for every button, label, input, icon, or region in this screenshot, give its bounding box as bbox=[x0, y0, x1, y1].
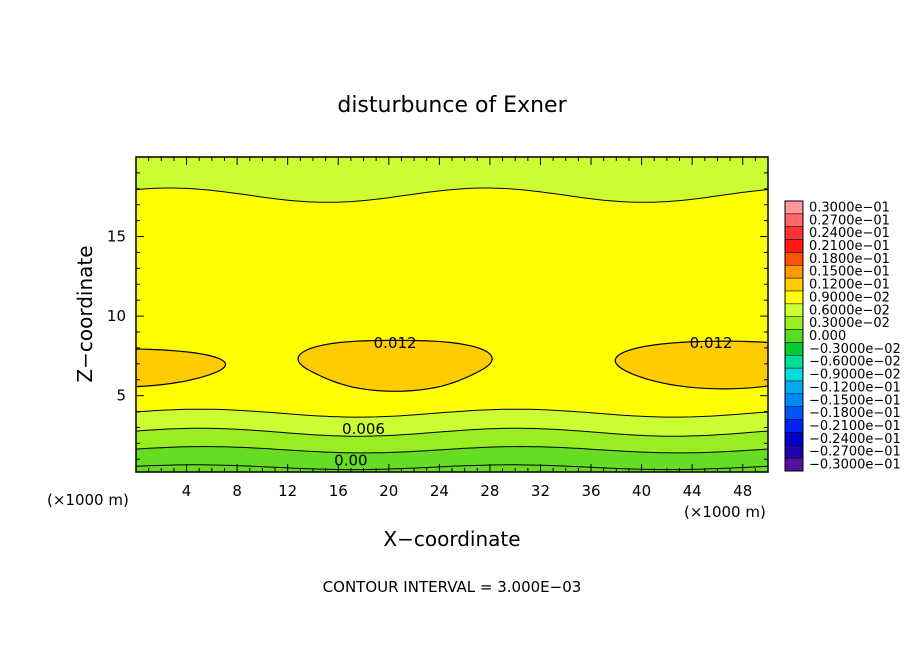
colorbar-label: −0.1500e−01 bbox=[809, 393, 901, 408]
y-tick-label: 5 bbox=[116, 387, 126, 405]
colorbar-label: −0.2100e−01 bbox=[809, 419, 901, 434]
colorbar-swatch bbox=[784, 226, 804, 240]
colorbar-label: 0.000 bbox=[809, 329, 846, 344]
colorbar-swatch bbox=[784, 213, 804, 227]
colorbar-swatch bbox=[784, 239, 804, 253]
colorbar-label: −0.2700e−01 bbox=[809, 445, 901, 460]
x-tick-label: 32 bbox=[531, 482, 550, 500]
x-unit-right: (×1000 m) bbox=[684, 503, 766, 521]
contour-line-2 bbox=[136, 427, 768, 437]
colorbar-label: 0.9000e−02 bbox=[809, 290, 890, 305]
colorbar-swatch bbox=[784, 200, 804, 215]
colorbar-swatch bbox=[784, 355, 804, 369]
x-tick-label: 16 bbox=[329, 482, 348, 500]
colorbar-label: 0.1200e−01 bbox=[809, 278, 890, 293]
colorbar-swatch bbox=[784, 277, 804, 292]
colorbar-label: 0.1500e−01 bbox=[809, 265, 890, 280]
x-tick-label: 48 bbox=[733, 482, 752, 500]
chart-title: disturbunce of Exner bbox=[337, 93, 567, 118]
y-tick-label: 15 bbox=[107, 228, 126, 246]
colorbar-label: 0.6000e−02 bbox=[809, 303, 890, 318]
colorbar-swatch bbox=[784, 342, 804, 356]
colorbar-label: −0.1200e−01 bbox=[809, 380, 901, 395]
band-high bbox=[136, 188, 768, 418]
contour-interval-footer: CONTOUR INTERVAL = 3.000E−03 bbox=[323, 578, 582, 596]
x-tick-label: 28 bbox=[480, 482, 499, 500]
colorbar-swatch bbox=[784, 329, 804, 343]
y-axis: 5 10 15 bbox=[107, 172, 768, 460]
contour-label: 0.012 bbox=[374, 334, 417, 352]
colorbar-label: −0.2400e−01 bbox=[809, 432, 901, 447]
colorbar-swatch bbox=[784, 367, 804, 382]
colorbar-swatch bbox=[784, 265, 804, 279]
y-tick-label: 10 bbox=[107, 307, 126, 325]
contour-label: 0.006 bbox=[342, 420, 385, 438]
band-peak-center bbox=[297, 339, 493, 392]
x-tick-label: 12 bbox=[278, 482, 297, 500]
x-tick-label: 40 bbox=[632, 482, 651, 500]
colorbar-swatch bbox=[784, 316, 804, 330]
contour-labels: 0.012 0.012 0.006 0.00 bbox=[334, 334, 733, 470]
colorbar-swatch bbox=[784, 419, 804, 433]
contour-label: 0.00 bbox=[334, 452, 367, 470]
x-tick-label: 8 bbox=[232, 482, 242, 500]
x-axis-label: X−coordinate bbox=[383, 527, 520, 551]
colorbar-frame bbox=[784, 200, 804, 472]
colorbar-swatch bbox=[784, 432, 804, 446]
colorbar-label: 0.2400e−01 bbox=[809, 226, 890, 241]
colorbar-label: 0.2700e−01 bbox=[809, 213, 890, 228]
colorbar-label: 0.3000e−02 bbox=[809, 316, 890, 331]
x-axis: 4 8 12 16 20 24 28 32 36 40 44 48 bbox=[148, 157, 756, 500]
x-tick-label: 4 bbox=[182, 482, 192, 500]
colorbar-label: −0.3000e−01 bbox=[809, 458, 901, 473]
colorbar-label: 0.3000e−01 bbox=[809, 200, 890, 215]
contour-line-1 bbox=[136, 445, 768, 454]
colorbar-swatch bbox=[784, 290, 804, 305]
colorbar-label: −0.3000e−02 bbox=[809, 342, 901, 357]
colorbar-label: −0.6000e−02 bbox=[809, 355, 901, 370]
colorbar-label: −0.1800e−01 bbox=[809, 406, 901, 421]
contour-field bbox=[136, 157, 768, 472]
x-tick-label: 24 bbox=[430, 482, 449, 500]
contour-label: 0.012 bbox=[690, 334, 733, 352]
contour-line-0 bbox=[136, 464, 768, 471]
colorbar-swatch bbox=[784, 457, 804, 472]
colorbar-label: 0.1800e−01 bbox=[809, 252, 890, 267]
x-tick-label: 36 bbox=[581, 482, 600, 500]
colorbar-swatch bbox=[784, 380, 804, 395]
colorbar-label: −0.9000e−02 bbox=[809, 368, 901, 383]
colorbar-swatch bbox=[784, 406, 804, 420]
contour-line-top bbox=[136, 187, 768, 203]
colorbar-swatch bbox=[784, 303, 804, 317]
band-upper bbox=[136, 157, 768, 203]
colorbar-swatch bbox=[784, 252, 804, 266]
x-unit-left: (×1000 m) bbox=[47, 491, 129, 509]
contour-line-3 bbox=[136, 408, 768, 418]
x-tick-label: 44 bbox=[683, 482, 702, 500]
colorbar-label: 0.2100e−01 bbox=[809, 239, 890, 254]
x-tick-label: 20 bbox=[379, 482, 398, 500]
colorbar-swatch bbox=[784, 445, 804, 459]
band-peak-right bbox=[614, 340, 768, 390]
y-axis-label: Z−coordinate bbox=[73, 245, 97, 382]
colorbar-swatch bbox=[784, 393, 804, 407]
band-peak-left bbox=[136, 348, 227, 388]
colorbar: 0.3000e−010.2700e−010.2400e−010.2100e−01… bbox=[784, 200, 901, 473]
